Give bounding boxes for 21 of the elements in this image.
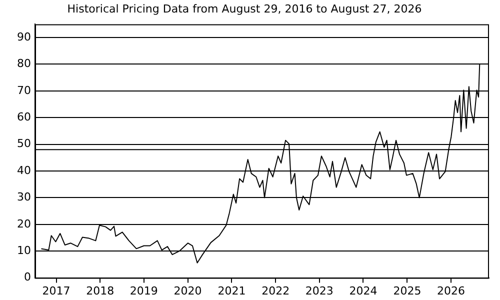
x-tick-label: 2025 <box>393 284 422 298</box>
chart-title: Historical Pricing Data from August 29, 2016 to August 27, 2026 <box>67 2 422 16</box>
x-tick-label: 2018 <box>86 284 114 298</box>
y-tick-label: 90 <box>17 30 31 44</box>
x-tick-label: 2020 <box>174 284 202 298</box>
y-tick-label: 50 <box>17 137 31 150</box>
x-tick-label: 2022 <box>262 284 290 298</box>
x-tick-label: 2024 <box>349 284 378 298</box>
x-tick-label: 2026 <box>437 284 466 298</box>
x-tick-label: 2021 <box>218 284 246 298</box>
y-tick-label: 0 <box>24 270 31 284</box>
x-tick-label: 2017 <box>42 284 70 298</box>
y-tick-label: 60 <box>17 110 31 124</box>
x-tick-label: 2023 <box>305 284 334 298</box>
y-tick-label: 30 <box>17 190 31 204</box>
y-tick-label: 20 <box>17 217 31 230</box>
y-tick-label: 10 <box>17 244 31 257</box>
y-tick-label: 40 <box>17 164 31 177</box>
x-tick-label: 2019 <box>130 284 158 298</box>
y-tick-label: 70 <box>17 84 31 97</box>
y-tick-label: 80 <box>17 57 31 70</box>
